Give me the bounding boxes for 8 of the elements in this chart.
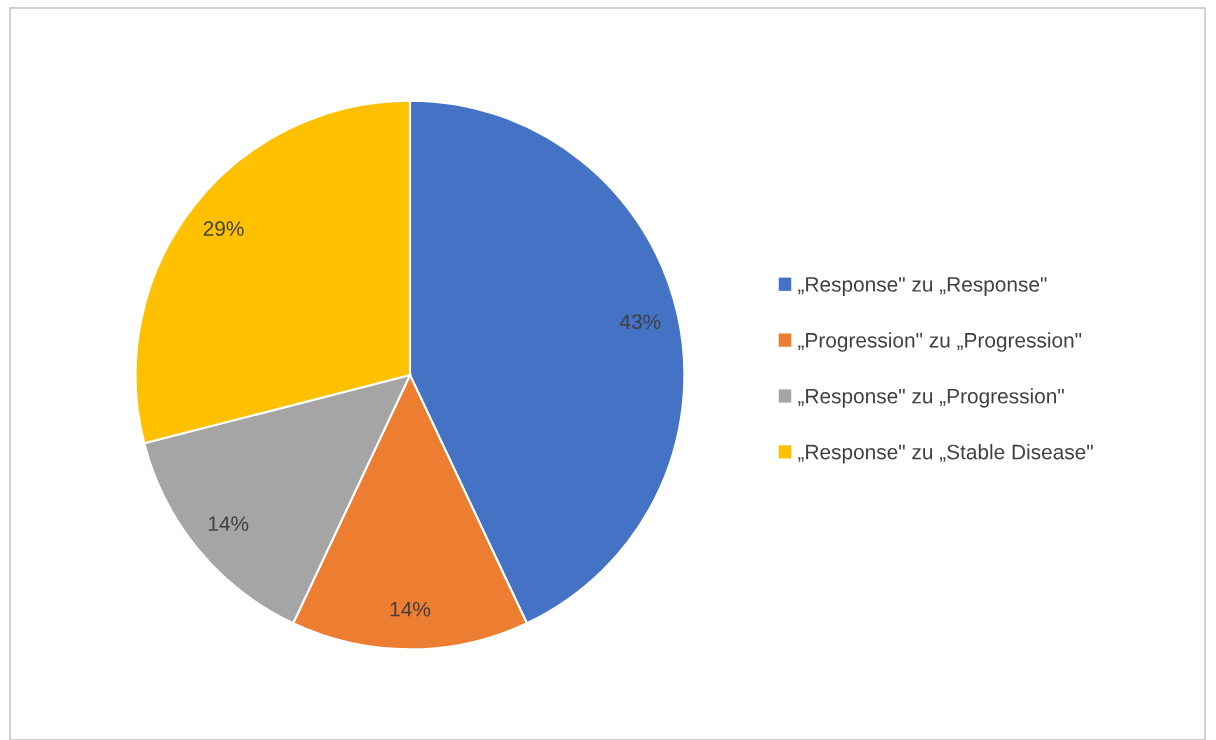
legend-label: „Progression" zu „Progression" bbox=[798, 332, 1082, 352]
legend-label: „Response" zu „Response" bbox=[798, 277, 1047, 296]
data-label: 43% bbox=[619, 314, 661, 330]
legend-label: „Response" zu „Stable Disease" bbox=[798, 444, 1093, 464]
data-label: 14% bbox=[208, 516, 249, 531]
data-label: 29% bbox=[203, 221, 244, 236]
legend-label: „Response" zu „Progression" bbox=[798, 388, 1064, 408]
data-label: 14% bbox=[390, 601, 431, 617]
